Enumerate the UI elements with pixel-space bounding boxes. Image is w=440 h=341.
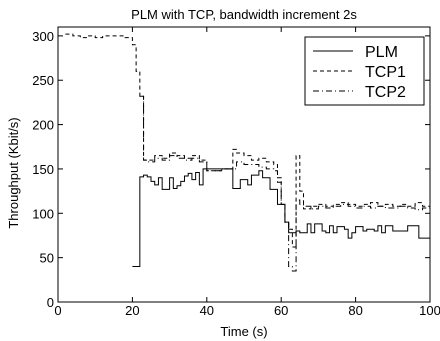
y-tick-label: 300 xyxy=(32,29,54,44)
series-line-tcp1 xyxy=(65,33,431,248)
legend-box xyxy=(304,36,425,106)
y-tick-label: 200 xyxy=(32,118,54,133)
legend: PLM TCP1 TCP2 xyxy=(304,36,425,106)
x-tick-label: 100 xyxy=(419,303,440,318)
chart-title: PLM with TCP, bandwidth increment 2s xyxy=(131,7,357,22)
y-tick-label: 250 xyxy=(32,73,54,88)
x-tick-label: 40 xyxy=(200,303,214,318)
series-line-tcp2 xyxy=(139,95,430,272)
y-tick-label: 50 xyxy=(40,251,54,266)
y-tick-label: 150 xyxy=(32,162,54,177)
y-axis-label: Throughput (Kbit/s) xyxy=(6,117,21,228)
x-tick-label: 0 xyxy=(54,303,61,318)
y-tick-label: 0 xyxy=(47,295,54,310)
legend-label-plm: PLM xyxy=(365,44,398,61)
plot-area: 0 20 40 60 80 100 0 50 100 150 200 250 300 xyxy=(32,27,440,318)
x-axis-label: Time (s) xyxy=(220,324,267,339)
plot-frame xyxy=(57,26,431,303)
legend-label-tcp1: TCP1 xyxy=(365,64,406,81)
legend-label-tcp2: TCP2 xyxy=(365,84,406,101)
x-tick-label: 20 xyxy=(125,303,139,318)
x-tick-label: 60 xyxy=(274,303,288,318)
y-tick-label: 100 xyxy=(32,206,54,221)
x-tick-label: 80 xyxy=(348,303,362,318)
